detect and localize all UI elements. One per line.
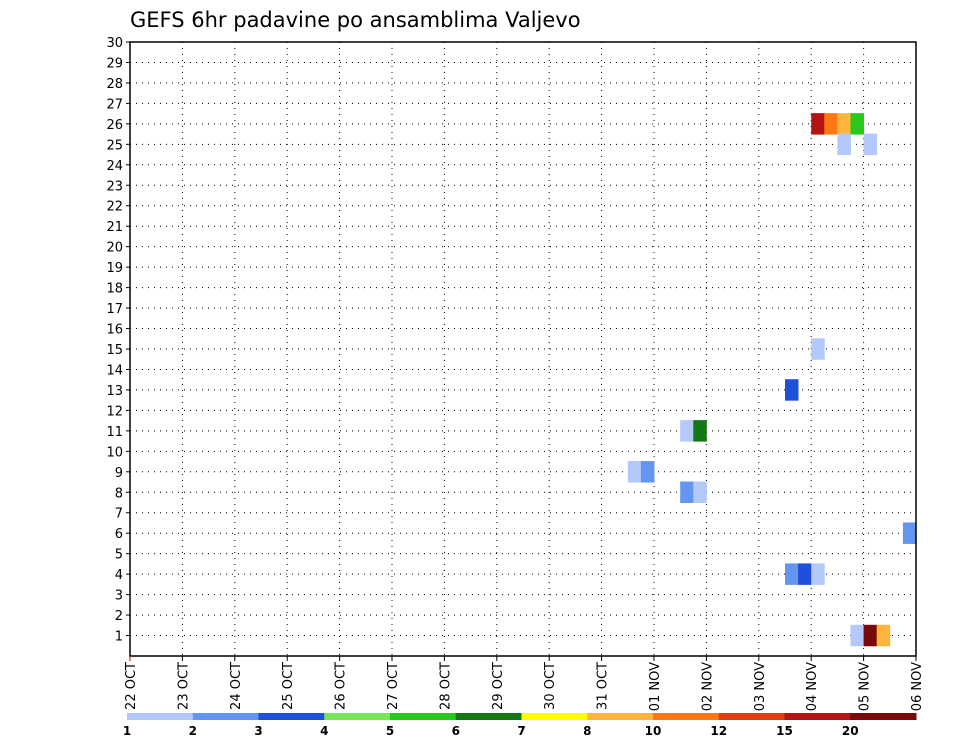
y-tick-label: 28 [106,77,123,92]
y-tick-label: 8 [115,486,123,501]
colorbar-label: 2 [189,724,197,738]
y-tick-label: 2 [115,609,123,624]
y-tick-label: 27 [106,97,123,112]
colorbar-segment [456,713,522,720]
y-tick-label: 7 [115,507,123,522]
y-tick-label: 29 [106,56,123,71]
colorbar-segment [127,713,193,720]
x-tick-label: 27 OCT [386,662,401,710]
precip-cell [693,420,707,441]
x-tick-label: 24 OCT [229,662,244,710]
colorbar-label: 3 [254,724,262,738]
y-tick-label: 14 [106,363,123,378]
y-tick-label: 16 [106,323,123,338]
precip-cell [851,625,865,646]
colorbar-label: 5 [386,724,394,738]
x-tick-label: 25 OCT [281,662,296,710]
x-tick-label: 28 OCT [438,662,453,710]
y-tick-label: 30 [106,36,123,51]
colorbar-label: 20 [842,724,859,738]
precip-cell [877,625,891,646]
y-tick-label: 3 [115,589,123,604]
y-tick-label: 1 [115,630,123,645]
y-tick-label: 25 [106,138,123,153]
x-tick-label: 05 NOV [858,662,873,711]
x-tick-label: 03 NOV [753,662,768,711]
precip-cell [864,134,878,155]
precipitation-cells [628,113,917,646]
y-tick-label: 24 [106,159,123,174]
x-tick-label: 06 NOV [910,662,925,711]
y-tick-label: 6 [115,527,123,542]
chart-title: GEFS 6hr padavine po ansamblima Valjevo [130,8,581,32]
x-axis: 22 OCT 23 OCT 24 OCT 25 OCT 26 OCT 27 OCT 28 O… [124,656,925,711]
y-tick-label: 9 [115,466,123,481]
colorbar-segment [653,713,719,720]
precip-cell [824,113,838,134]
precip-cell [837,113,851,134]
y-tick-label: 23 [106,179,123,194]
y-tick-label: 10 [106,445,123,460]
x-tick-label: 23 OCT [176,662,191,710]
colorbar: 1 2 3 4 5 6 7 8 10 12 15 20 [123,713,917,738]
colorbar-label: 15 [776,724,793,738]
x-tick-label: 29 OCT [491,662,506,710]
x-tick-label: 31 OCT [596,662,611,710]
y-tick-label: 26 [106,118,123,133]
colorbar-segment [193,713,259,720]
precip-cell [680,482,694,503]
colorbar-label: 8 [583,724,591,738]
y-tick-label: 19 [106,261,123,276]
precip-cell [798,563,812,584]
colorbar-label: 4 [320,724,328,738]
x-tick-label: 04 NOV [805,662,820,711]
precip-cell [811,113,825,134]
precip-cell [837,134,851,155]
y-tick-label: 17 [106,302,123,317]
y-tick-label: 5 [115,548,123,563]
precip-cell [641,461,655,482]
y-tick-label: 21 [106,220,123,235]
y-tick-label: 18 [106,282,123,297]
precip-cell [811,338,825,359]
colorbar-label: 6 [452,724,460,738]
x-tick-label: 30 OCT [543,662,558,710]
y-tick-label: 22 [106,200,123,215]
precip-cell [680,420,694,441]
x-tick-label: 26 OCT [334,662,349,710]
y-tick-label: 12 [106,404,123,419]
precip-cell [864,625,878,646]
colorbar-segment [259,713,325,720]
colorbar-segment [850,713,916,720]
x-tick-label: 01 NOV [648,662,663,711]
precip-cell [785,379,799,400]
colorbar-segment [522,713,588,720]
precip-cell [785,563,799,584]
precip-cell [903,522,917,543]
y-axis: 1234567891011121314151617181920212223242… [106,36,130,645]
y-tick-label: 20 [106,241,123,256]
colorbar-label: 7 [517,724,525,738]
y-tick-label: 11 [106,425,123,440]
y-tick-label: 13 [106,384,123,399]
colorbar-label: 12 [710,724,727,738]
y-tick-label: 4 [115,568,123,583]
x-tick-label: 22 OCT [124,662,139,710]
colorbar-segment [324,713,390,720]
precip-cell [851,113,865,134]
colorbar-label: 1 [123,724,131,738]
colorbar-segment [587,713,653,720]
colorbar-segment [785,713,851,720]
precip-cell [811,563,825,584]
colorbar-label: 10 [645,724,662,738]
precip-cell [628,461,642,482]
y-tick-label: 15 [106,343,123,358]
colorbar-segment [719,713,785,720]
x-tick-label: 02 NOV [700,662,715,711]
colorbar-segment [390,713,456,720]
precip-cell [693,482,707,503]
